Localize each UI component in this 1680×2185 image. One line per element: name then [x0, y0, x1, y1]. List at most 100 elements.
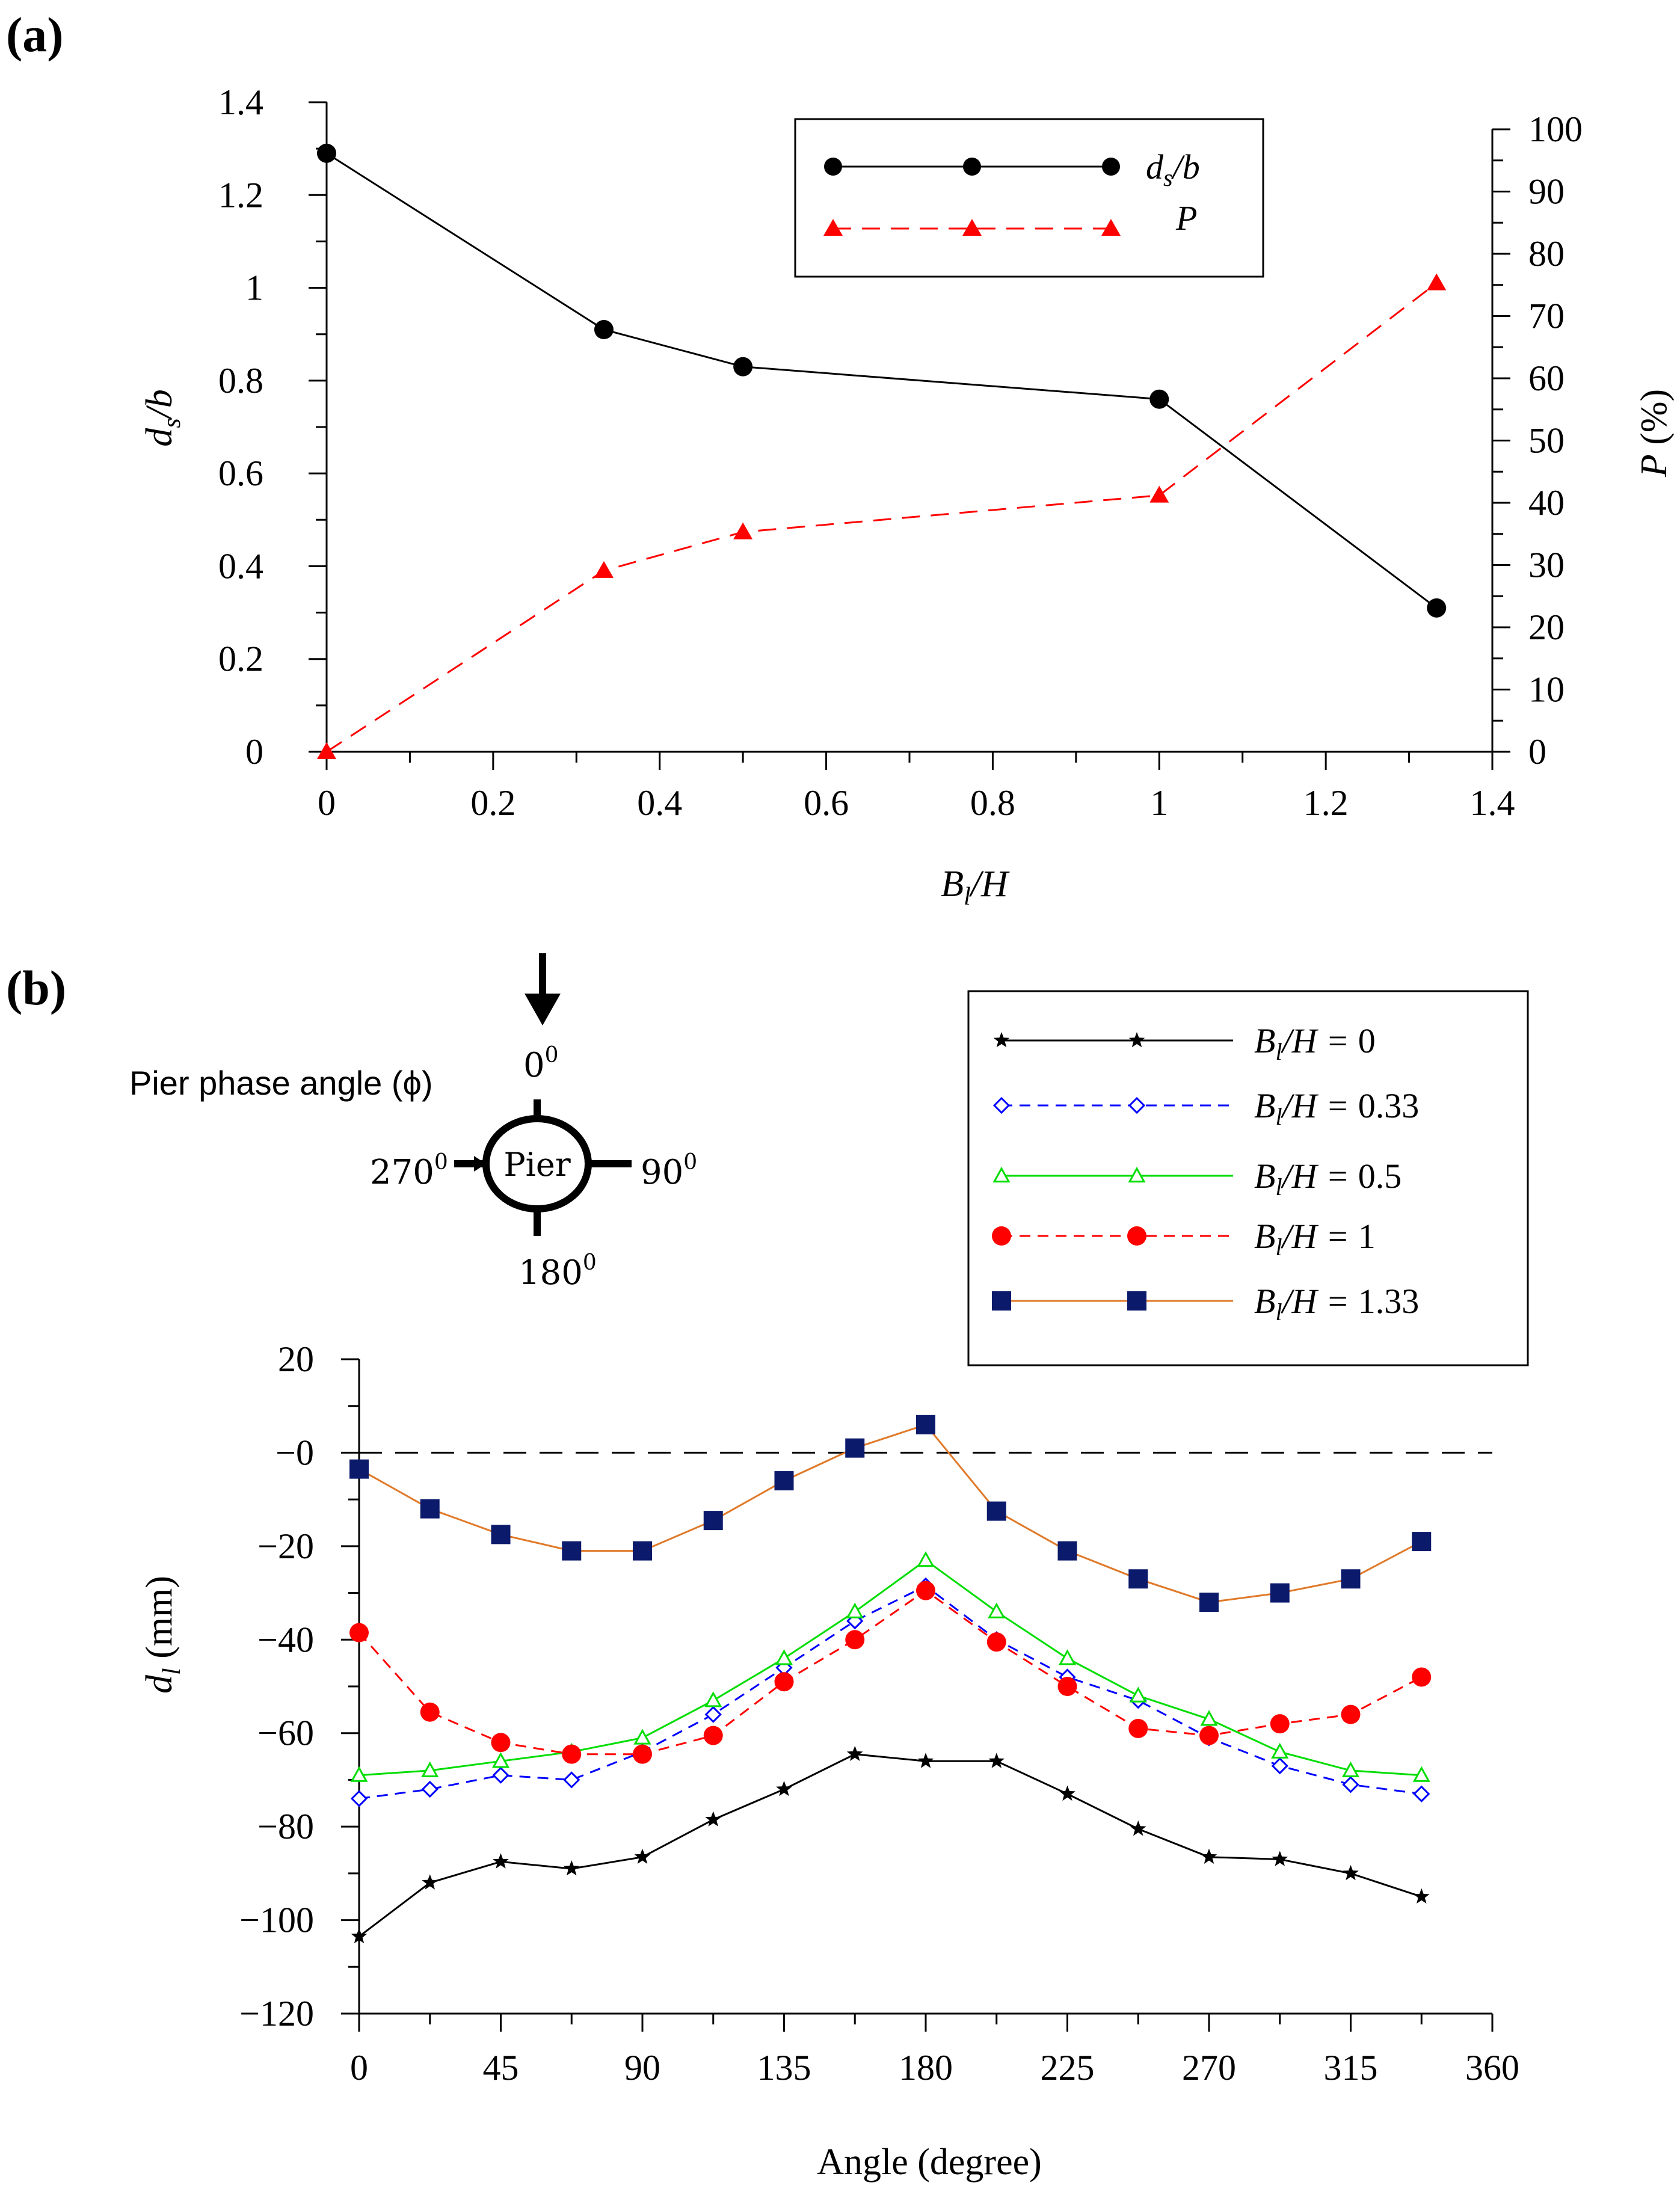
data-point-series-2 [1058, 1649, 1077, 1665]
x-tick-label: 1.2 [1303, 783, 1349, 823]
data-point-series-2 [1271, 1742, 1289, 1759]
data-point-series-4 [774, 1471, 794, 1491]
data-point-p [1149, 485, 1169, 503]
panel-a-legend: ds/b P [794, 118, 1264, 278]
data-point-series-0 [1059, 1785, 1075, 1801]
x-tick-label: 90 [624, 2048, 660, 2088]
data-point-series-3 [916, 1581, 935, 1600]
data-point-series-4 [1199, 1593, 1219, 1612]
legend-marker-0 [1128, 1032, 1145, 1048]
data-point-series-0 [1130, 1821, 1146, 1836]
data-point-series-0 [422, 1874, 438, 1890]
y-tick-label: −40 [257, 1620, 314, 1659]
y-left-tick-label: 0.2 [218, 639, 263, 679]
data-point-ds [733, 357, 753, 376]
panel-b: (b) Pier phase angle (ϕ) Pier 00 900 180… [6, 953, 1529, 2183]
panel-b-legend: Bl/H = 0 Bl/H = 0.33 Bl/H = 0.5 Bl/H = 1 Bl/… [967, 990, 1529, 1366]
legend-ds-marker [963, 158, 981, 176]
y-right-tick-label: 40 [1528, 483, 1565, 523]
legend-p-label: P [1175, 198, 1197, 238]
data-point-series-2 [1200, 1710, 1218, 1726]
data-point-series-0 [634, 1848, 651, 1864]
y-right-tick-label: 90 [1528, 172, 1565, 212]
legend-marker-2 [992, 1166, 1011, 1183]
data-point-series-2 [1129, 1686, 1147, 1703]
legend-ds-label: ds/b [1146, 147, 1200, 191]
data-point-series-4 [1128, 1569, 1148, 1589]
data-point-series-1 [1342, 1776, 1359, 1793]
legend-marker-4 [1127, 1291, 1146, 1311]
data-point-series-3 [774, 1672, 794, 1692]
x-tick-label: 315 [1324, 2048, 1378, 2088]
panel-b-y-ticks: 20 −0 −20 −40 −60 −80 −100 −120 [239, 1339, 359, 2033]
y-left-tick-label: 1 [245, 268, 263, 308]
panel-b-x-ticks: 0 45 90 135 180 225 270 315 360 [350, 2014, 1519, 2088]
panel-a-series [317, 143, 1447, 759]
legend-label-0: Bl/H = 0 [1254, 1021, 1376, 1065]
data-point-series-3 [1412, 1667, 1432, 1687]
x-tick-label: 45 [483, 2048, 519, 2088]
x-tick-label: 180 [899, 2048, 953, 2088]
y-right-tick-label: 0 [1528, 732, 1546, 772]
panel-b-axes-frame [358, 1359, 1492, 2015]
legend-marker-2 [1128, 1166, 1146, 1183]
pier-tick-270-arrow-icon [474, 1156, 486, 1172]
data-point-p [317, 742, 336, 759]
data-point-series-1 [492, 1766, 509, 1784]
x-tick-label: 135 [757, 2048, 811, 2088]
legend-label-3: Bl/H = 1 [1254, 1217, 1376, 1261]
data-point-series-0 [1343, 1864, 1359, 1881]
y-tick-label: −120 [239, 1994, 314, 2033]
x-tick-label: 0.8 [970, 783, 1015, 823]
series-line-4 [358, 1424, 1423, 1603]
legend-marker-1 [1128, 1096, 1146, 1114]
x-tick-label: 0.4 [637, 783, 682, 823]
panel-a-x-ticks: 0 0.2 0.4 0.6 0.8 1 1.2 1.4 [318, 752, 1515, 823]
data-point-ds [317, 143, 336, 163]
panel-b-y-axis-title: dl (mm) [139, 1576, 186, 1694]
data-point-series-0 [563, 1860, 580, 1876]
legend-marker-0 [993, 1032, 1010, 1048]
x-tick-label: 1 [1150, 783, 1168, 823]
y-right-tick-label: 70 [1528, 297, 1565, 336]
panel-a-legend-box [794, 118, 1264, 278]
data-point-series-3 [703, 1726, 723, 1745]
data-point-p [1427, 273, 1447, 290]
legend-marker-1 [992, 1096, 1011, 1114]
data-point-series-0 [776, 1781, 792, 1796]
y-tick-label: −80 [257, 1807, 314, 1846]
data-point-series-4 [916, 1415, 935, 1434]
y-left-tick-label: 0 [245, 732, 263, 772]
data-point-ds [1427, 598, 1447, 618]
data-point-series-3 [1341, 1704, 1361, 1724]
data-point-series-3 [1270, 1714, 1290, 1734]
legend-marker-3 [992, 1226, 1011, 1246]
series-line-1 [358, 1585, 1422, 1799]
data-point-series-2 [421, 1761, 439, 1777]
data-point-series-2 [704, 1691, 722, 1707]
panel-a-label: (a) [6, 7, 64, 62]
legend-p-marker [1101, 219, 1121, 236]
panel-a-right-y-ticks: 0 10 20 30 40 50 60 70 80 90 100 [1492, 109, 1583, 772]
data-point-series-3 [1128, 1718, 1148, 1738]
panel-a-left-y-axis-title: ds/b [139, 389, 186, 447]
x-tick-label: 0.6 [804, 783, 849, 823]
x-tick-label: 270 [1182, 2048, 1236, 2088]
flow-arrow-icon [525, 994, 561, 1025]
y-tick-label: −0 [275, 1433, 314, 1472]
data-point-series-4 [349, 1459, 369, 1479]
series-line-0 [358, 1753, 1422, 1937]
data-point-series-0 [351, 1928, 368, 1944]
panel-b-legend-items: Bl/H = 0 Bl/H = 0.33 Bl/H = 0.5 Bl/H = 1 Bl/… [992, 1021, 1419, 1326]
x-tick-label: 1.4 [1470, 783, 1515, 823]
data-point-series-4 [420, 1499, 440, 1519]
legend-ds-marker [824, 158, 842, 176]
series-line-2 [358, 1559, 1422, 1777]
legend-marker-3 [1127, 1226, 1146, 1246]
y-tick-label: −20 [257, 1526, 314, 1566]
data-point-ds [1149, 389, 1169, 409]
angle-label-0: 00 [523, 1043, 559, 1085]
data-point-series-0 [846, 1745, 863, 1761]
data-point-series-4 [1057, 1541, 1077, 1561]
y-right-tick-label: 50 [1528, 421, 1565, 461]
